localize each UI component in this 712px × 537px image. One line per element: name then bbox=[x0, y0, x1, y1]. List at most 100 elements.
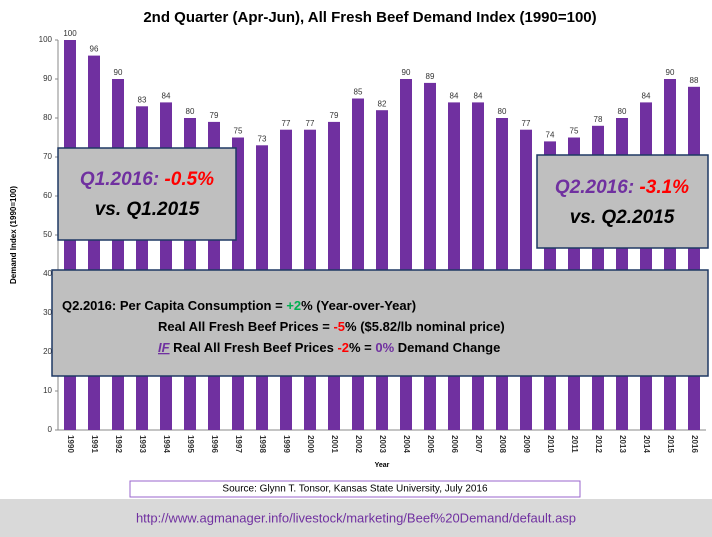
data-label: 84 bbox=[642, 92, 651, 101]
y-tick-label: 70 bbox=[43, 152, 52, 161]
callout-segment: Demand Change bbox=[394, 340, 500, 355]
data-label: 96 bbox=[90, 45, 99, 54]
x-tick-label: 2001 bbox=[330, 435, 339, 453]
callout-segment: % ($5.82/lb nominal price) bbox=[345, 319, 505, 334]
footer-url: http://www.agmanager.info/livestock/mark… bbox=[136, 510, 576, 525]
data-label: 84 bbox=[162, 92, 171, 101]
data-label: 80 bbox=[186, 107, 195, 116]
x-tick-label: 1999 bbox=[282, 435, 291, 453]
x-tick-label: 2009 bbox=[522, 435, 531, 453]
x-tick-label: 2000 bbox=[306, 435, 315, 453]
data-label: 74 bbox=[546, 131, 555, 140]
y-tick-label: 0 bbox=[48, 425, 53, 434]
data-label: 80 bbox=[498, 107, 507, 116]
bar bbox=[640, 102, 652, 431]
data-label: 73 bbox=[258, 134, 267, 143]
callout-text: vs. Q1.2015 bbox=[95, 199, 200, 220]
x-tick-label: 1992 bbox=[114, 435, 123, 453]
x-tick-label: 1994 bbox=[162, 435, 171, 453]
callout-segment: Q2.2016: bbox=[555, 177, 640, 198]
y-tick-label: 50 bbox=[43, 230, 52, 239]
data-label: 84 bbox=[450, 92, 459, 101]
x-tick-label: 2013 bbox=[618, 435, 627, 453]
data-label: 79 bbox=[330, 111, 339, 120]
x-tick-label: 2005 bbox=[426, 435, 435, 453]
footer-band bbox=[0, 499, 712, 537]
x-tick-label: 1990 bbox=[66, 435, 75, 453]
callout-text: Real All Fresh Beef Prices = -5% ($5.82/… bbox=[158, 319, 505, 334]
data-label: 78 bbox=[594, 115, 603, 124]
bar bbox=[112, 79, 124, 430]
x-tick-label: 1991 bbox=[90, 435, 99, 453]
x-axis-label: Year bbox=[375, 462, 390, 469]
y-tick-label: 30 bbox=[43, 308, 52, 317]
x-tick-label: 2016 bbox=[690, 435, 699, 453]
x-tick-label: 1995 bbox=[186, 435, 195, 453]
x-tick-label: 1993 bbox=[138, 435, 147, 453]
data-label: 77 bbox=[522, 119, 531, 128]
callouts: Q1.2016: -0.5% vs. Q1.2015 Q2.2016: -3.1% v… bbox=[51, 147, 709, 377]
callout-box bbox=[536, 154, 709, 249]
data-label: 90 bbox=[666, 68, 675, 77]
source: Source: Glynn T. Tonsor, Kansas State Un… bbox=[222, 484, 488, 495]
callout-text: Q1.2016: -0.5% bbox=[80, 169, 214, 190]
callout-text: vs. Q2.2015 bbox=[570, 207, 675, 228]
x-tick-label: 2004 bbox=[402, 435, 411, 453]
x-tick-label: 1996 bbox=[210, 435, 219, 453]
data-label: 79 bbox=[210, 111, 219, 120]
data-label: 82 bbox=[378, 99, 387, 108]
x-tick-label: 2002 bbox=[354, 435, 363, 453]
callout-segment: Real All Fresh Beef Prices = bbox=[158, 319, 333, 334]
data-label: 84 bbox=[474, 92, 483, 101]
callout-segment: % = bbox=[349, 340, 375, 355]
callout-text: IF Real All Fresh Beef Prices -2% = 0% D… bbox=[158, 340, 500, 355]
x-tick-label: 2003 bbox=[378, 435, 387, 453]
bar bbox=[400, 79, 412, 430]
data-label: 90 bbox=[402, 68, 411, 77]
data-label: 75 bbox=[234, 127, 243, 136]
data-label: 85 bbox=[354, 88, 363, 97]
callout-segment: Q1.2016: bbox=[80, 169, 165, 190]
callout-box bbox=[57, 147, 237, 241]
callout-text: Q2.2016: Per Capita Consumption = +2% (Y… bbox=[62, 298, 416, 313]
data-label: 90 bbox=[114, 68, 123, 77]
y-tick-label: 100 bbox=[39, 35, 53, 44]
data-label: 77 bbox=[306, 119, 315, 128]
y-tick-label: 40 bbox=[43, 269, 52, 278]
callout-segment: -0.5% bbox=[164, 169, 214, 190]
chart-title: 2nd Quarter (Apr-Jun), All Fresh Beef De… bbox=[143, 9, 596, 26]
bar bbox=[424, 82, 436, 431]
callout-segment: 0% bbox=[375, 340, 394, 355]
y-tick-label: 80 bbox=[43, 113, 52, 122]
data-label: 77 bbox=[282, 119, 291, 128]
x-tick-label: 2014 bbox=[642, 435, 651, 453]
callout-segment: vs. Q2.2015 bbox=[570, 207, 675, 228]
callout-segment: -2 bbox=[337, 340, 349, 355]
y-tick-label: 60 bbox=[43, 191, 52, 200]
data-label: 88 bbox=[690, 76, 699, 85]
x-tick-label: 2008 bbox=[498, 435, 507, 453]
x-tick-label: 2010 bbox=[546, 435, 555, 453]
callout-box bbox=[51, 269, 709, 377]
callout-segment: -3.1% bbox=[639, 177, 689, 198]
x-tick-label: 2006 bbox=[450, 435, 459, 453]
data-label: 100 bbox=[63, 29, 77, 38]
callout-segment: -5 bbox=[333, 319, 345, 334]
bar bbox=[472, 102, 484, 431]
bar bbox=[352, 98, 364, 430]
y-tick-label: 20 bbox=[43, 347, 52, 356]
callout-segment: Real All Fresh Beef Prices bbox=[170, 340, 338, 355]
callout-segment: % (Year-over-Year) bbox=[301, 298, 416, 313]
callout-segment: IF bbox=[158, 340, 171, 355]
callout-segment: Q2.2016: Per Capita Consumption = bbox=[62, 298, 286, 313]
callout-text: Q2.2016: -3.1% bbox=[555, 177, 689, 198]
callout-segment: +2 bbox=[286, 298, 301, 313]
bar bbox=[664, 79, 676, 430]
y-tick-label: 90 bbox=[43, 74, 52, 83]
bar bbox=[688, 86, 700, 431]
data-label: 89 bbox=[426, 72, 435, 81]
y-axis-label: Demand Index (1990=100) bbox=[9, 186, 18, 284]
callout-segment: vs. Q1.2015 bbox=[95, 199, 200, 220]
x-tick-label: 2011 bbox=[570, 435, 579, 453]
